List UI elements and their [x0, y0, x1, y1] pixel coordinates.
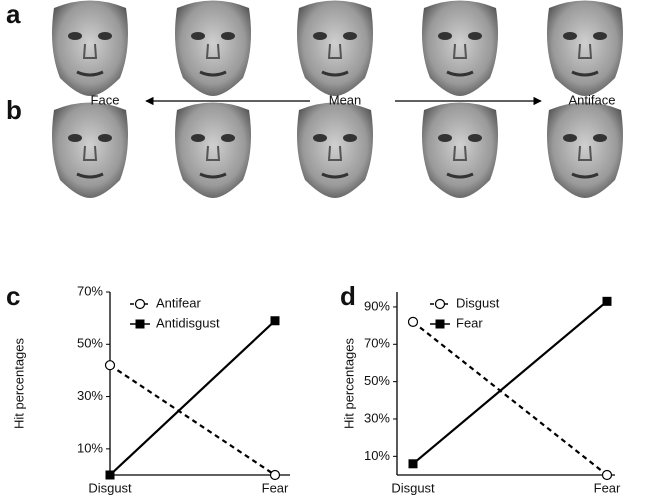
series-line — [110, 365, 275, 475]
y-tick-label: 30% — [364, 410, 390, 425]
marker — [271, 471, 280, 480]
x-tick-label: Disgust — [391, 480, 435, 495]
y-axis-label: Hit percentages — [341, 337, 356, 429]
y-tick-label: 10% — [77, 440, 103, 455]
legend-label: Fear — [456, 315, 483, 330]
x-tick-label: Disgust — [88, 480, 132, 495]
y-tick-label: 50% — [364, 373, 390, 388]
y-axis-label: Hit percentages — [11, 337, 26, 429]
face-label: Mean — [329, 92, 362, 107]
y-tick-label: 70% — [77, 283, 103, 298]
marker — [136, 320, 145, 329]
panel-label: b — [6, 95, 22, 125]
y-tick-label: 70% — [364, 336, 390, 351]
faces-a — [52, 1, 623, 97]
legend-label: Antifear — [156, 295, 201, 310]
marker — [436, 320, 445, 329]
y-tick-label: 30% — [77, 388, 103, 403]
legend-label: Antidisgust — [156, 315, 220, 330]
panel-label: a — [6, 0, 21, 29]
x-tick-label: Fear — [262, 480, 289, 495]
face-label: Face — [91, 92, 120, 107]
marker — [106, 471, 115, 480]
faces-b — [52, 103, 623, 199]
panel-label: d — [340, 281, 356, 311]
marker — [603, 471, 612, 480]
y-tick-label: 50% — [77, 336, 103, 351]
face-label: Antiface — [569, 92, 616, 107]
series-line — [110, 321, 275, 475]
y-tick-label: 90% — [364, 298, 390, 313]
marker — [136, 300, 145, 309]
y-tick-label: 10% — [364, 448, 390, 463]
x-tick-label: Fear — [594, 480, 621, 495]
legend-label: Disgust — [456, 295, 500, 310]
marker — [106, 361, 115, 370]
marker — [603, 297, 612, 306]
marker — [409, 317, 418, 326]
figure: a b c d Face Mean Antiface 10% 30% 50% 70% D… — [0, 0, 647, 498]
marker — [271, 316, 280, 325]
panel-label: c — [6, 281, 20, 311]
marker — [436, 300, 445, 309]
series-line — [413, 322, 607, 475]
marker — [409, 459, 418, 468]
